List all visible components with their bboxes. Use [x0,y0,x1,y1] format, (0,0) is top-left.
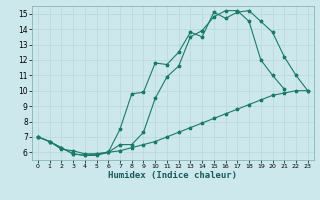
X-axis label: Humidex (Indice chaleur): Humidex (Indice chaleur) [108,171,237,180]
